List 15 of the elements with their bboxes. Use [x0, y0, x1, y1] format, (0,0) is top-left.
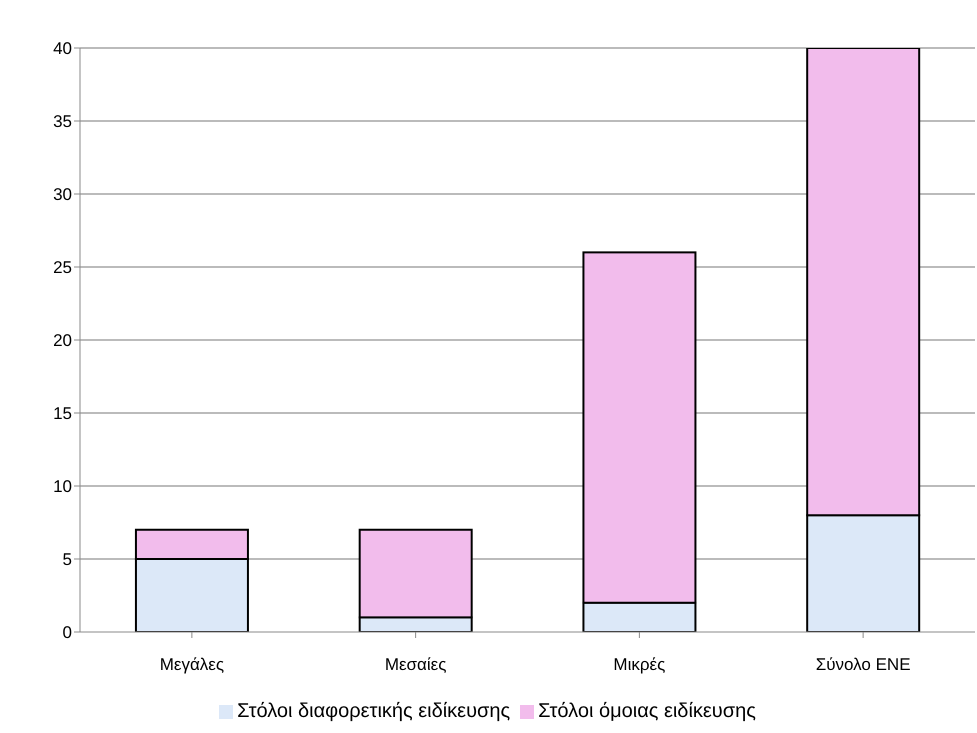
y-tick-label: 20 [53, 331, 72, 350]
legend-label: Στόλοι όμοιας ειδίκευσης [538, 700, 756, 722]
y-tick-label: 15 [53, 404, 72, 424]
y-tick-label: 40 [53, 39, 72, 58]
y-tick-label: 0 [62, 623, 72, 642]
legend-label: Στόλοι διαφορετικής ειδίκευσης [237, 700, 510, 722]
y-tick-label: 10 [53, 477, 72, 496]
x-tick-label: Μεσαίες [384, 655, 446, 674]
y-tick-label: 5 [62, 550, 72, 570]
y-tick-label: 35 [53, 112, 72, 132]
x-tick-label: Μικρές [613, 655, 666, 674]
y-tick-label: 25 [53, 258, 72, 278]
y-tick-label: 30 [53, 185, 72, 204]
x-tick-label: Σύνολο ΕΝΕ [816, 655, 911, 674]
x-tick-label: Μεγάλες [160, 655, 224, 674]
